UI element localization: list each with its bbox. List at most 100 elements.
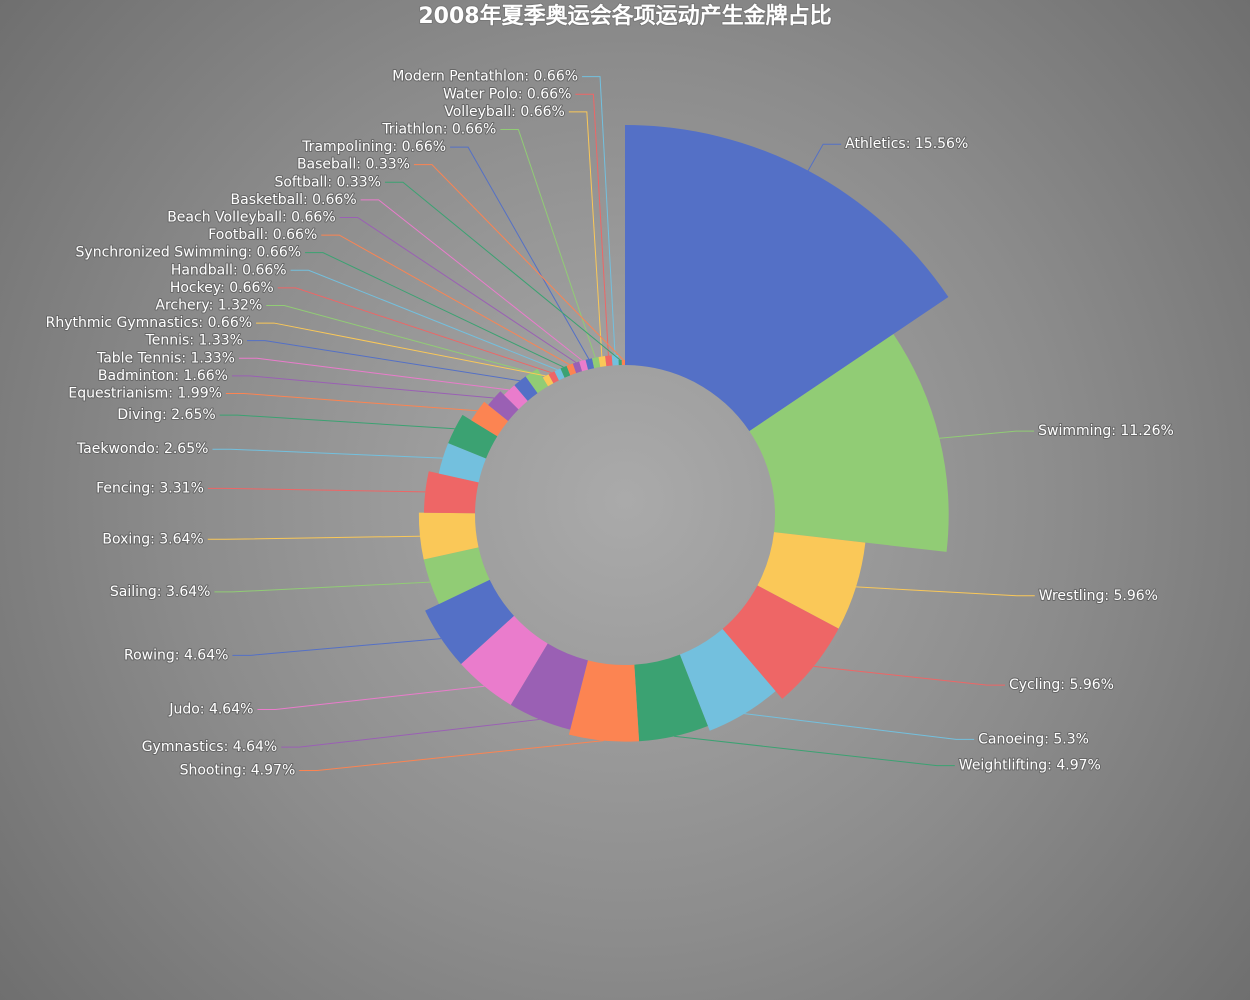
label-line (231, 375, 495, 399)
rose-sector (618, 359, 622, 366)
data-label: Water Polo: 0.66% (443, 86, 571, 102)
label-line (384, 181, 621, 361)
data-label: Trampolining: 0.66% (301, 139, 446, 155)
label-line (450, 146, 590, 360)
label-line (674, 735, 955, 767)
label-line (257, 685, 485, 710)
data-label: Shooting: 4.97% (180, 763, 296, 779)
data-label: Equestrianism: 1.99% (68, 385, 222, 401)
data-label: Tennis: 1.33% (145, 333, 243, 349)
rose-sector (418, 512, 479, 560)
label-line (277, 287, 552, 374)
label-line (360, 199, 583, 361)
rose-sector (438, 443, 487, 483)
rose-sector (757, 532, 866, 629)
label-line (413, 164, 624, 361)
data-label: Beach Volleyball: 0.66% (167, 209, 335, 225)
rose-sector (503, 385, 528, 410)
data-label: Athletics: 15.56% (845, 136, 968, 152)
label-line (582, 76, 616, 356)
data-label: Triathlon: 0.66% (381, 121, 496, 137)
label-line (305, 252, 564, 368)
label-line (238, 357, 510, 391)
rose-sector (514, 376, 538, 401)
data-label: Archery: 1.32% (155, 297, 262, 313)
rose-sector (568, 660, 640, 742)
rose-sector (423, 547, 490, 604)
rose-sector (566, 363, 577, 376)
data-label: Rhythmic Gymnastics: 0.66% (46, 315, 252, 331)
chart-title: 2008年夏季奥运会各项运动产生金牌占比 (418, 3, 831, 29)
rose-sector (548, 371, 559, 384)
rose-sector (471, 401, 509, 437)
data-label: Taekwondo: 2.65% (76, 441, 209, 457)
data-label: Hockey: 0.66% (170, 280, 274, 296)
rose-sector (598, 356, 607, 368)
label-line (813, 665, 1006, 686)
data-label: Badminton: 1.66% (98, 368, 228, 384)
rose-sector (579, 359, 589, 372)
label-line (855, 586, 1035, 597)
label-line (939, 430, 1035, 439)
data-label: Cycling: 5.96% (1009, 677, 1114, 693)
rose-sector (560, 365, 571, 378)
label-line (256, 322, 546, 377)
rose-sector (621, 359, 625, 366)
data-label: Canoeing: 5.3% (978, 731, 1089, 747)
label-line (219, 414, 455, 430)
label-line (321, 234, 570, 366)
label-line (207, 487, 426, 493)
rose-sector (585, 358, 595, 370)
label-line (500, 128, 596, 358)
rose-sector (679, 628, 776, 731)
data-label: Gymnastics: 4.64% (142, 739, 278, 755)
label-line (299, 740, 604, 772)
data-label: Judo: 4.64% (168, 701, 253, 717)
data-label: Boxing: 3.64% (102, 531, 203, 547)
data-label: Softball: 0.33% (274, 174, 381, 190)
rose-sector (488, 391, 519, 421)
label-line (207, 535, 420, 540)
data-label: Fencing: 3.31% (96, 480, 204, 496)
rose-sector (542, 374, 554, 387)
data-label: Table Tennis: 1.33% (96, 350, 235, 366)
data-label: Volleyball: 0.66% (444, 104, 565, 120)
rose-sector (749, 334, 949, 552)
rose-sector (448, 414, 498, 459)
data-label: Wrestling: 5.96% (1039, 588, 1158, 604)
rose-sector (572, 361, 583, 374)
data-label: Modern Pentathlon: 0.66% (392, 69, 578, 85)
label-line (225, 392, 478, 412)
data-label: Handball: 0.66% (171, 262, 287, 278)
rose-sector (625, 125, 949, 432)
data-label: Swimming: 11.26% (1038, 423, 1174, 439)
data-label: Synchronized Swimming: 0.66% (76, 245, 301, 261)
data-label: Rowing: 4.64% (124, 647, 228, 663)
label-line (281, 718, 540, 748)
data-label: Football: 0.66% (208, 227, 317, 243)
label-line (339, 216, 577, 363)
rose-sector (605, 355, 613, 367)
rose-sector (525, 368, 548, 394)
label-line (212, 448, 443, 459)
rose-sector (461, 615, 548, 705)
data-label: Weightlifting: 4.97% (959, 758, 1101, 774)
rose-sector (634, 654, 708, 742)
data-label: Basketball: 0.66% (231, 192, 357, 208)
label-line (575, 93, 609, 356)
rose-sector (423, 471, 479, 514)
label-line (744, 713, 975, 740)
data-label: Sailing: 3.64% (110, 584, 211, 600)
label-line (232, 638, 442, 656)
label-line (290, 269, 558, 371)
label-line (246, 340, 521, 382)
rose-sector (554, 368, 565, 381)
data-label: Diving: 2.65% (117, 407, 215, 423)
label-line (214, 581, 431, 593)
rose-sector (510, 643, 588, 730)
rose-sector (592, 357, 601, 369)
label-line (568, 111, 603, 357)
rose-sector (425, 579, 514, 665)
